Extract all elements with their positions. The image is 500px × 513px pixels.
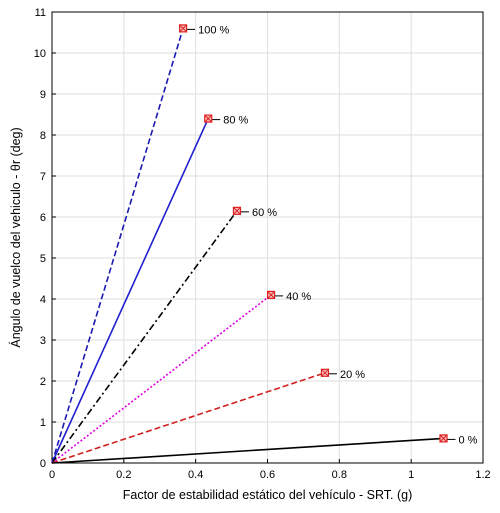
series-line-0 bbox=[51, 28, 184, 464]
y-tick-label: 11 bbox=[35, 7, 46, 19]
series-marker bbox=[232, 206, 242, 215]
series-line-3 bbox=[51, 294, 272, 464]
series-line-1 bbox=[51, 118, 209, 464]
series-label: 80 % bbox=[223, 115, 248, 127]
y-tick-label: 9 bbox=[40, 89, 46, 101]
series-label: 100 % bbox=[198, 24, 229, 36]
series-line-4 bbox=[51, 372, 326, 464]
series-marker bbox=[266, 290, 276, 299]
series-label: 60 % bbox=[252, 207, 277, 219]
series-marker bbox=[439, 434, 448, 443]
x-tick-label: 0.4 bbox=[188, 469, 203, 481]
x-tick-label: 0.8 bbox=[332, 469, 347, 481]
x-tick-label: 0.2 bbox=[116, 469, 131, 481]
y-tick-label: 1 bbox=[40, 417, 46, 429]
x-tick-label: 0 bbox=[49, 469, 55, 481]
y-tick-label: 0 bbox=[40, 458, 46, 470]
series-line-2 bbox=[51, 210, 238, 464]
y-tick-label: 6 bbox=[40, 212, 46, 224]
x-tick-label: 1.2 bbox=[475, 469, 490, 481]
y-tick-label: 3 bbox=[40, 335, 46, 347]
series-marker bbox=[204, 114, 213, 123]
x-axis-title: Factor de estabilidad estático del vehíc… bbox=[123, 488, 413, 502]
series-marker bbox=[178, 24, 188, 33]
grid-lines bbox=[51, 11, 484, 464]
series-marker bbox=[320, 368, 330, 377]
series-label: 0 % bbox=[458, 434, 477, 446]
axis-ticks: 0 0.2 0.4 0.6 0.8 1 1.2 0 1 2 3 4 5 6 7 8 9 10 11 bbox=[34, 7, 491, 481]
series-line-5 bbox=[51, 437, 444, 464]
series-label: 40 % bbox=[286, 291, 311, 303]
x-tick-label: 0.6 bbox=[260, 469, 275, 481]
y-tick-label: 10 bbox=[34, 48, 46, 60]
y-tick-label: 5 bbox=[40, 253, 46, 265]
series-label: 20 % bbox=[340, 369, 365, 381]
y-tick-label: 8 bbox=[40, 130, 46, 142]
y-tick-label: 4 bbox=[40, 294, 46, 306]
y-tick-label: 2 bbox=[40, 376, 46, 388]
series-group: 100 % 80 % 60 % 40 % 20 % 0 % bbox=[51, 24, 478, 464]
y-axis-title: Ángulo de vuelco del vehiculo - θr (deg) bbox=[8, 127, 23, 347]
y-tick-label: 7 bbox=[40, 171, 46, 183]
x-tick-label: 1 bbox=[408, 469, 414, 481]
